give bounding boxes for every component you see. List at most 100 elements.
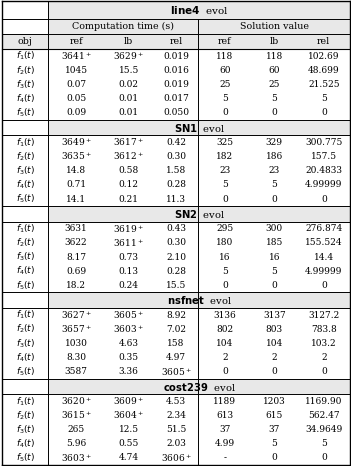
Text: 0.58: 0.58 [119,166,139,175]
Text: 14.4: 14.4 [314,253,334,261]
Bar [48,293,350,308]
Text: 4.99999: 4.99999 [305,267,343,276]
Text: 0.69: 0.69 [66,267,86,276]
Text: 0: 0 [321,281,327,290]
Text: 0.05: 0.05 [66,94,86,103]
Text: 5.96: 5.96 [66,439,86,448]
Text: 4.97: 4.97 [166,353,186,362]
Text: 0.07: 0.07 [66,80,86,89]
Text: 0: 0 [271,453,277,462]
Text: 0: 0 [321,108,327,117]
Text: 34.9649: 34.9649 [305,425,342,434]
Text: 0: 0 [222,108,228,117]
Text: 1030: 1030 [65,339,87,348]
Text: 25: 25 [219,80,231,89]
Text: 7.02: 7.02 [166,325,186,334]
Text: 3606$^+$: 3606$^+$ [161,452,191,464]
Text: 0.12: 0.12 [119,180,139,189]
Text: 16: 16 [269,253,280,261]
Text: 3603$^+$: 3603$^+$ [61,452,92,464]
Text: 2: 2 [321,353,326,362]
Text: Computation time (s): Computation time (s) [72,22,174,31]
Text: 0: 0 [321,194,327,204]
Text: 102.69: 102.69 [308,52,339,61]
Text: 5: 5 [271,267,277,276]
Text: 16: 16 [219,253,231,261]
Text: 3611$^+$: 3611$^+$ [113,237,144,249]
Text: $f_1(t)$: $f_1(t)$ [15,136,35,149]
Text: 3627$^+$: 3627$^+$ [61,309,92,321]
Text: 25: 25 [269,80,280,89]
Text: $f_1(t)$: $f_1(t)$ [15,309,35,322]
Text: 60: 60 [269,66,280,75]
Text: 5: 5 [321,94,327,103]
Text: 118: 118 [266,52,283,61]
Text: rel: rel [170,37,183,46]
Text: 3612$^+$: 3612$^+$ [113,151,144,163]
Text: 300: 300 [266,224,283,233]
Bar [48,206,350,222]
Text: 18.2: 18.2 [66,281,86,290]
Text: 5: 5 [271,180,277,189]
Text: 21.525: 21.525 [308,80,339,89]
Text: $f_5(t)$: $f_5(t)$ [15,106,35,119]
Text: 0: 0 [271,367,277,376]
Text: $f_4(t)$: $f_4(t)$ [15,351,35,364]
Text: $f_3(t)$: $f_3(t)$ [15,78,35,91]
Bar [2,34,350,49]
Text: 3137: 3137 [263,310,286,320]
Text: 12.5: 12.5 [119,425,139,434]
Text: 15.5: 15.5 [166,281,186,290]
Text: 0.42: 0.42 [166,138,186,147]
Text: 0.017: 0.017 [163,94,189,103]
Text: 0.30: 0.30 [166,239,186,247]
Text: 158: 158 [167,339,185,348]
Text: 1203: 1203 [263,397,286,406]
Text: 0.73: 0.73 [119,253,139,261]
Text: 0: 0 [321,367,327,376]
Text: 3127.2: 3127.2 [308,310,339,320]
Text: 0.02: 0.02 [119,80,139,89]
Text: 14.8: 14.8 [66,166,86,175]
Text: lb: lb [124,37,133,46]
Text: 186: 186 [266,152,283,161]
Text: $f_4(t)$: $f_4(t)$ [15,265,35,277]
Text: 0.01: 0.01 [119,108,139,117]
Text: $f_4(t)$: $f_4(t)$ [15,92,35,105]
Text: 4.99999: 4.99999 [305,180,343,189]
Text: rel: rel [317,37,330,46]
Text: 3609$^+$: 3609$^+$ [113,396,144,407]
Text: 2.34: 2.34 [166,411,186,420]
Text: 0.28: 0.28 [166,267,186,276]
Text: 4.74: 4.74 [119,453,139,462]
Text: $f_2(t)$: $f_2(t)$ [15,237,35,249]
Text: 0: 0 [271,194,277,204]
Text: 325: 325 [216,138,233,147]
Text: 0: 0 [321,453,327,462]
Text: $\mathbf{line4}$  evol: $\mathbf{line4}$ evol [170,4,229,16]
Text: 8.92: 8.92 [166,310,186,320]
Text: 0.019: 0.019 [163,52,189,61]
Text: -: - [223,453,226,462]
Text: 265: 265 [67,425,85,434]
Text: 4.99: 4.99 [215,439,235,448]
Text: 37: 37 [219,425,231,434]
Text: 1045: 1045 [65,66,88,75]
Text: 11.3: 11.3 [166,194,186,204]
Text: $f_5(t)$: $f_5(t)$ [15,452,35,464]
Text: $f_2(t)$: $f_2(t)$ [15,151,35,163]
Text: 613: 613 [216,411,233,420]
Text: 3604$^+$: 3604$^+$ [113,410,144,421]
Text: 3605$^+$: 3605$^+$ [113,309,144,321]
Text: $\mathbf{SN2}$  evol: $\mathbf{SN2}$ evol [174,208,225,220]
Text: 185: 185 [266,239,283,247]
Text: 0.09: 0.09 [66,108,86,117]
Text: 783.8: 783.8 [311,325,337,334]
Text: 20.4833: 20.4833 [305,166,342,175]
Text: 276.874: 276.874 [305,224,342,233]
Bar [48,1,350,19]
Text: 37: 37 [269,425,280,434]
Text: $\mathbf{nsfnet}$  evol: $\mathbf{nsfnet}$ evol [167,294,232,306]
Text: 562.47: 562.47 [308,411,339,420]
Text: 4.63: 4.63 [119,339,139,348]
